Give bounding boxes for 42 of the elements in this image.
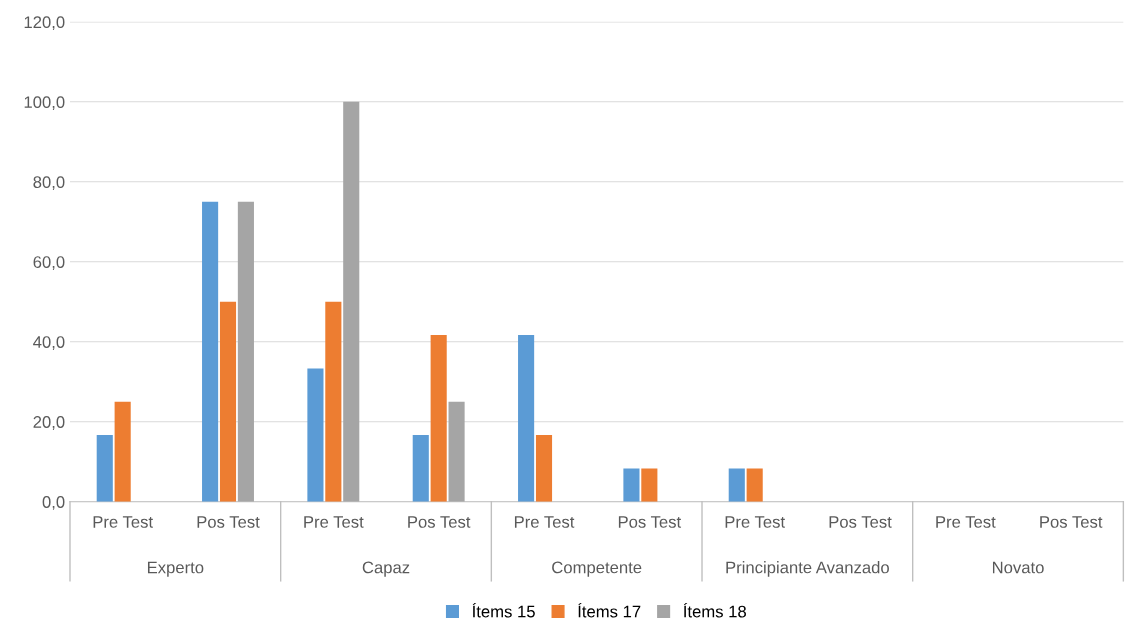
- legend-label: Ítems 18: [683, 602, 746, 618]
- bar: [518, 334, 535, 502]
- x-tick-label: Pos Test: [408, 516, 471, 528]
- bar: [535, 434, 553, 502]
- x-tick-label: Pre Test: [514, 516, 575, 528]
- bar: [746, 468, 763, 502]
- x-tick-label: Pos Test: [618, 516, 682, 528]
- bar: [641, 468, 658, 502]
- bar: [623, 468, 640, 502]
- y-tick-label: 120,0: [24, 16, 65, 31]
- text: Principiante Avanzado: [726, 561, 889, 577]
- bar: [343, 101, 360, 502]
- text: Novato: [992, 561, 1044, 574]
- bar: [728, 468, 745, 502]
- y-tick-label: 40,0: [33, 336, 65, 350]
- text: Competente: [552, 561, 642, 577]
- bar: [114, 401, 131, 502]
- text: Experto: [147, 561, 204, 577]
- y-tick-label: 100,0: [24, 96, 65, 110]
- legend-label: Ítems 15: [472, 602, 535, 618]
- y-tick-label: 20,0: [33, 416, 65, 430]
- y-tick-label: 80,0: [33, 176, 65, 190]
- x-tick-label: Pos Test: [197, 516, 260, 528]
- x-tick-label: Pre Test: [936, 516, 996, 528]
- bar: [325, 301, 342, 502]
- bar: [237, 201, 254, 502]
- bar: [202, 201, 219, 502]
- x-tick-label: Pos Test: [829, 516, 892, 528]
- text: Capaz: [362, 561, 410, 577]
- x-tick-label: Pos Test: [1040, 516, 1103, 528]
- bar: [412, 434, 429, 502]
- bar: [219, 301, 237, 502]
- bar: [96, 434, 113, 502]
- x-tick-label: Pre Test: [304, 516, 364, 528]
- bar: [430, 334, 447, 502]
- y-tick-label: 60,0: [33, 256, 65, 270]
- bar: [448, 401, 465, 502]
- x-tick-label: Pre Test: [725, 516, 785, 528]
- x-tick-label: Pre Test: [93, 516, 153, 528]
- bar: [307, 368, 324, 502]
- legend-label: Ítems 17: [578, 602, 641, 618]
- y-tick-label: 0,0: [42, 496, 65, 510]
